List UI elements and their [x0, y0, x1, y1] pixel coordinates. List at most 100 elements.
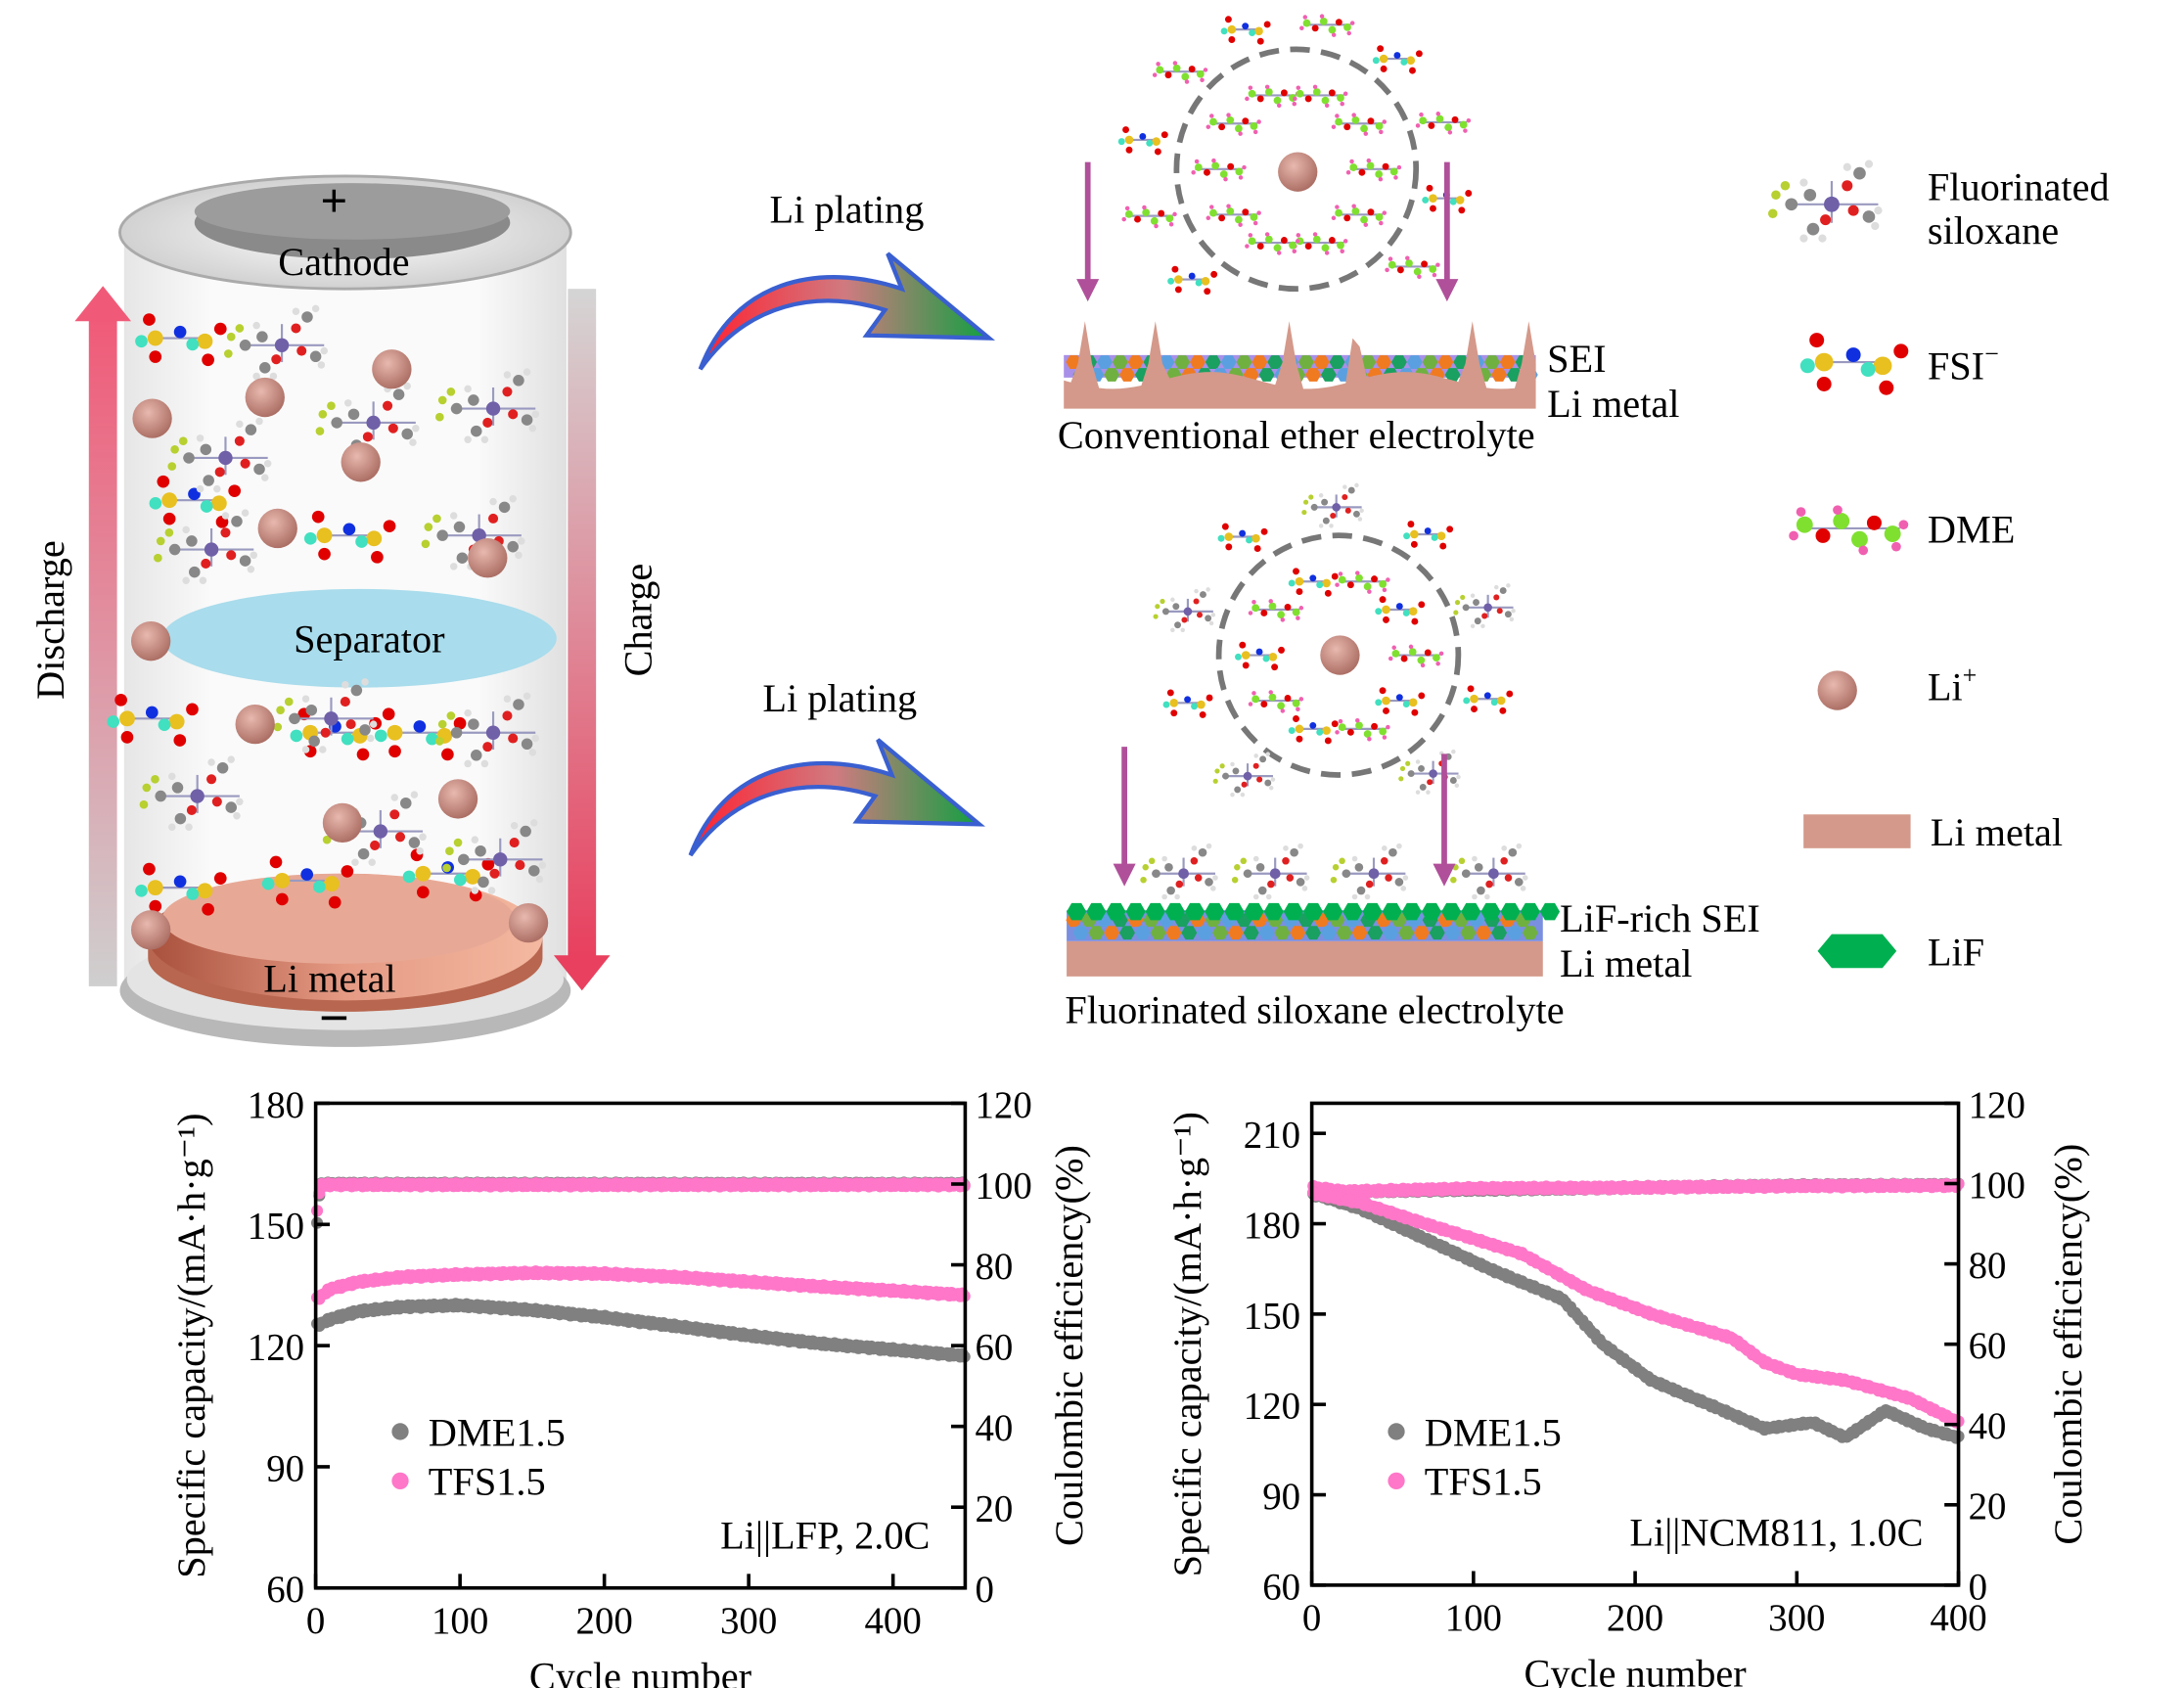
atom — [1169, 698, 1179, 707]
atom — [1245, 96, 1250, 102]
atom — [1367, 589, 1372, 594]
sei-grain — [1258, 368, 1275, 382]
atom — [227, 755, 235, 763]
atom — [1251, 691, 1256, 696]
atom — [1386, 724, 1390, 730]
atom — [362, 432, 373, 442]
atom — [489, 868, 500, 879]
down-arrow-left — [1113, 747, 1136, 887]
atom — [508, 409, 519, 420]
atom — [424, 523, 433, 531]
atom — [528, 865, 540, 877]
atom — [200, 443, 212, 456]
atom — [1292, 608, 1300, 616]
atom — [324, 711, 339, 726]
anode-label: Li metal — [263, 957, 395, 1001]
atom — [1172, 64, 1181, 72]
atom — [1490, 699, 1498, 707]
atom — [1278, 646, 1285, 654]
atom — [1284, 603, 1292, 611]
atom — [1814, 352, 1834, 372]
atom — [276, 706, 285, 715]
atom — [300, 868, 314, 881]
atom — [1349, 21, 1355, 25]
atom — [1431, 533, 1438, 541]
atom — [1799, 234, 1808, 243]
legend-marker — [391, 1423, 409, 1440]
atom — [1484, 893, 1490, 900]
atom — [355, 535, 368, 548]
atom — [409, 438, 417, 446]
atom — [183, 452, 195, 464]
atom — [1292, 699, 1300, 707]
y-axis-label: Specific capacity/(mA·h·g⁻¹) — [1165, 1112, 1209, 1576]
sei-grain — [1097, 355, 1113, 369]
atom — [186, 804, 197, 815]
atom — [292, 307, 300, 315]
atom — [1265, 893, 1272, 900]
species-legend: Fluorinated siloxane FSI− DME Li+ Li met… — [1768, 160, 2110, 974]
conventional-caption: Conventional ether electrolyte — [1058, 413, 1535, 457]
atom — [1204, 168, 1210, 176]
atom — [426, 732, 438, 746]
sei-grain — [1297, 355, 1314, 369]
atom — [1206, 215, 1211, 221]
separator-label: Separator — [294, 617, 445, 662]
atom — [1382, 587, 1388, 593]
atom — [1298, 606, 1304, 611]
atom — [446, 711, 456, 720]
atom — [216, 761, 229, 774]
atom — [1339, 857, 1345, 865]
atom — [213, 872, 227, 885]
atom — [1316, 728, 1324, 736]
atom — [1322, 517, 1330, 525]
sei-grain — [1320, 368, 1337, 382]
atom — [1252, 855, 1259, 862]
atom — [1459, 120, 1468, 129]
atom — [317, 361, 326, 369]
atom — [1385, 267, 1389, 273]
atom — [520, 825, 531, 838]
atom — [269, 372, 278, 381]
atom — [347, 408, 360, 421]
atom — [311, 510, 325, 524]
atom — [162, 512, 176, 525]
atom — [1180, 627, 1185, 633]
atom — [305, 704, 318, 716]
atom — [1201, 276, 1210, 286]
li-ion-sphere — [468, 538, 508, 578]
atom — [1248, 237, 1256, 246]
atom — [1483, 603, 1492, 613]
atom — [247, 565, 255, 573]
minus-sign: − — [319, 987, 349, 1047]
atom — [315, 427, 325, 435]
atom — [250, 551, 258, 560]
x-tick-label: 300 — [720, 1600, 777, 1642]
atom — [454, 873, 467, 887]
atom — [1209, 208, 1217, 217]
atom — [1768, 208, 1778, 219]
series-TFS1.5-coulombic_efficiency — [1307, 1177, 1965, 1200]
atom — [1153, 614, 1159, 619]
atom — [390, 794, 398, 801]
solvation-shell-dashed-circle — [1173, 46, 1420, 293]
atom — [1296, 89, 1304, 98]
atom — [510, 822, 519, 830]
atom — [1248, 89, 1256, 98]
sei-grain — [1224, 902, 1245, 921]
atom — [228, 484, 242, 497]
atom — [1402, 875, 1409, 881]
atom — [498, 501, 511, 514]
atom — [1301, 509, 1307, 516]
atom — [1382, 605, 1390, 615]
atom — [1451, 749, 1456, 754]
atom — [206, 774, 217, 785]
li-plating-label-bottom: Li plating — [762, 676, 917, 720]
atom — [1268, 599, 1273, 604]
atom — [186, 703, 199, 716]
atom — [1477, 886, 1485, 895]
atom — [1343, 123, 1351, 131]
sei-grain — [1220, 355, 1237, 369]
atom — [1378, 176, 1384, 182]
atom — [1360, 215, 1368, 224]
